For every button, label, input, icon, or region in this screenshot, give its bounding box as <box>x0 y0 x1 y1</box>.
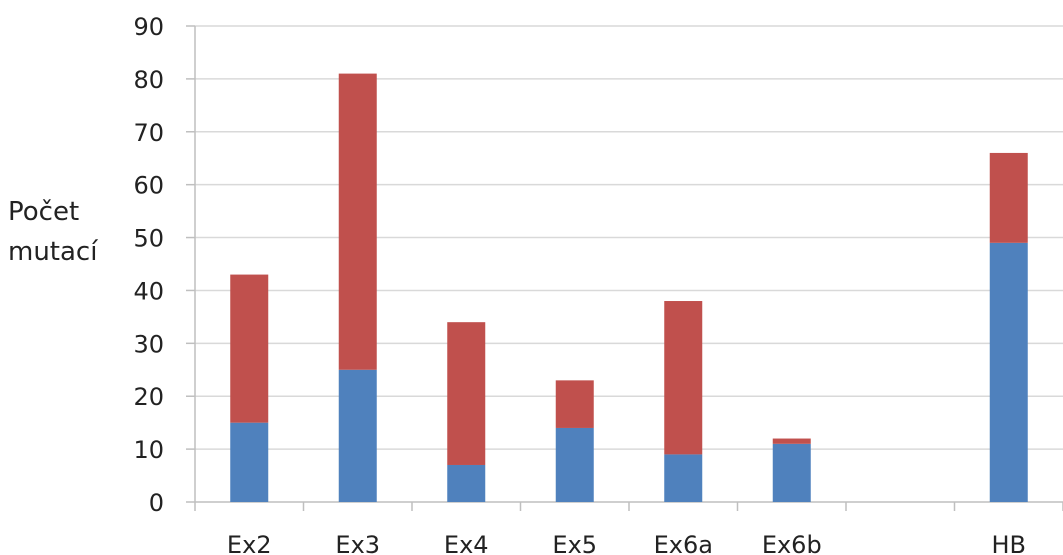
x-tick-label: Ex3 <box>335 531 380 555</box>
y-tick-label: 20 <box>133 383 164 411</box>
y-tick-label: 0 <box>149 489 164 517</box>
y-tick-label: 70 <box>133 119 164 147</box>
bar-segment-ex3-series-1 <box>338 369 377 502</box>
x-tick-label: Ex5 <box>552 531 597 555</box>
y-tick-label: 80 <box>133 66 164 94</box>
x-tick-label: Ex4 <box>444 531 489 555</box>
bar-segment-ex2-series-2 <box>230 274 269 423</box>
bar-segment-hb-series-1 <box>989 242 1028 502</box>
bar-segment-ex4-series-2 <box>447 322 486 465</box>
bar-segment-ex3-series-2 <box>338 73 377 370</box>
x-tick-label: Ex6b <box>762 531 822 555</box>
bar-segment-ex5-series-2 <box>555 380 594 428</box>
y-tick-label: 60 <box>133 172 164 200</box>
y-axis-label: Počet mutací <box>8 192 97 272</box>
y-axis-label-line-2: mutací <box>8 237 98 267</box>
bar-segment-ex6b-series-2 <box>772 438 811 444</box>
y-tick-label: 50 <box>133 225 164 253</box>
bar-segment-hb-series-2 <box>989 152 1028 243</box>
y-tick-label: 40 <box>133 277 164 305</box>
x-tick-label: HB <box>991 531 1026 555</box>
x-tick-label: Ex6a <box>654 531 713 555</box>
bar-segment-ex5-series-1 <box>555 427 594 502</box>
bar-segment-ex2-series-1 <box>230 422 269 502</box>
bar-segment-ex6a-series-1 <box>664 454 703 502</box>
y-tick-label: 10 <box>133 436 164 464</box>
y-tick-label: 30 <box>133 330 164 358</box>
bar-segment-ex4-series-1 <box>447 464 486 502</box>
y-tick-label: 90 <box>133 13 164 41</box>
bar-segment-ex6a-series-2 <box>664 301 703 455</box>
bar-segment-ex6b-series-1 <box>772 443 811 502</box>
y-axis-label-line-1: Počet <box>8 197 80 227</box>
x-tick-label: Ex2 <box>227 531 272 555</box>
